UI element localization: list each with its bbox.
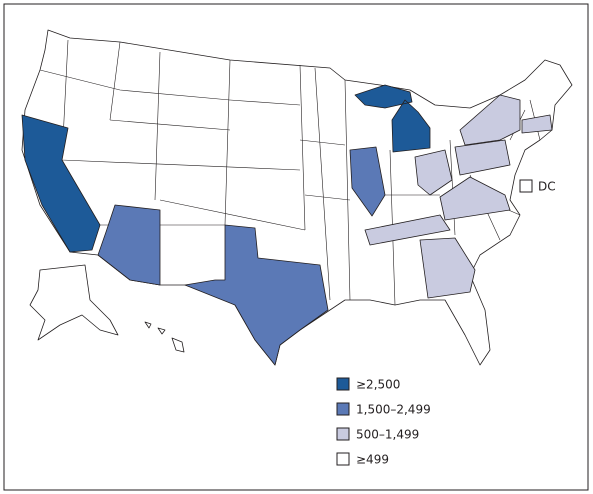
- legend-swatch: [336, 402, 350, 416]
- legend-swatch: [336, 377, 350, 391]
- state-texas: [184, 224, 329, 366]
- state-michigan: [354, 84, 431, 153]
- dc-box: [519, 179, 533, 193]
- legend-swatch: [336, 427, 350, 441]
- state-illinois: [349, 146, 386, 217]
- legend: ≥2,500 1,500–2,499 500–1,499 ≥499: [336, 377, 431, 467]
- legend-label: 500–1,499: [356, 428, 419, 442]
- hawaii: [144, 321, 185, 353]
- state-california: [21, 114, 101, 253]
- dc-label: DC: [538, 180, 556, 194]
- legend-label: ≥2,500: [356, 378, 400, 392]
- alaska: [29, 264, 119, 341]
- light-states: [364, 94, 553, 299]
- legend-label: 1,500–2,499: [356, 403, 431, 417]
- state-arizona: [97, 204, 161, 286]
- legend-swatch: [336, 452, 350, 466]
- legend-label: ≥499: [356, 453, 389, 467]
